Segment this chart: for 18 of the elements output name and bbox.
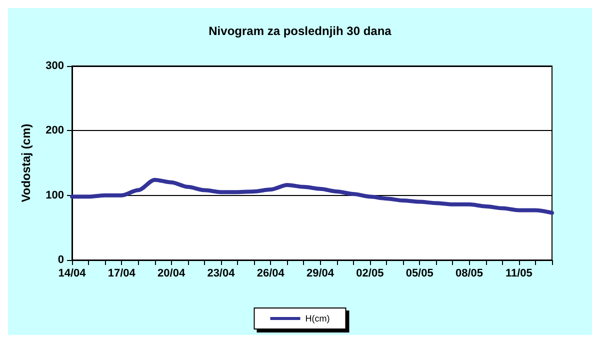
y-tick-label: 200 bbox=[46, 124, 64, 137]
x-tick-label: 02/05 bbox=[356, 268, 384, 280]
y-axis-title: Vodostaj (cm) bbox=[19, 124, 33, 202]
x-tick-label: 20/04 bbox=[158, 268, 186, 280]
line-series bbox=[70, 178, 554, 215]
x-tick-label: 11/05 bbox=[505, 268, 532, 280]
x-tick-label: 29/04 bbox=[306, 268, 335, 280]
x-tick-label: 23/04 bbox=[207, 268, 236, 280]
chart-title: Nivogram za poslednjih 30 dana bbox=[208, 24, 392, 38]
legend-label: H(cm) bbox=[305, 314, 330, 324]
y-tick-label: 100 bbox=[46, 189, 64, 202]
x-tick-label: 05/05 bbox=[406, 268, 434, 280]
y-tick-label: 0 bbox=[58, 254, 64, 266]
x-tick-label: 26/04 bbox=[256, 268, 286, 280]
x-tick-label: 08/05 bbox=[455, 268, 484, 280]
x-tick-label: 14/04 bbox=[58, 268, 87, 280]
y-tick-label: 300 bbox=[46, 60, 64, 72]
x-tick-label: 17/04 bbox=[108, 268, 136, 280]
